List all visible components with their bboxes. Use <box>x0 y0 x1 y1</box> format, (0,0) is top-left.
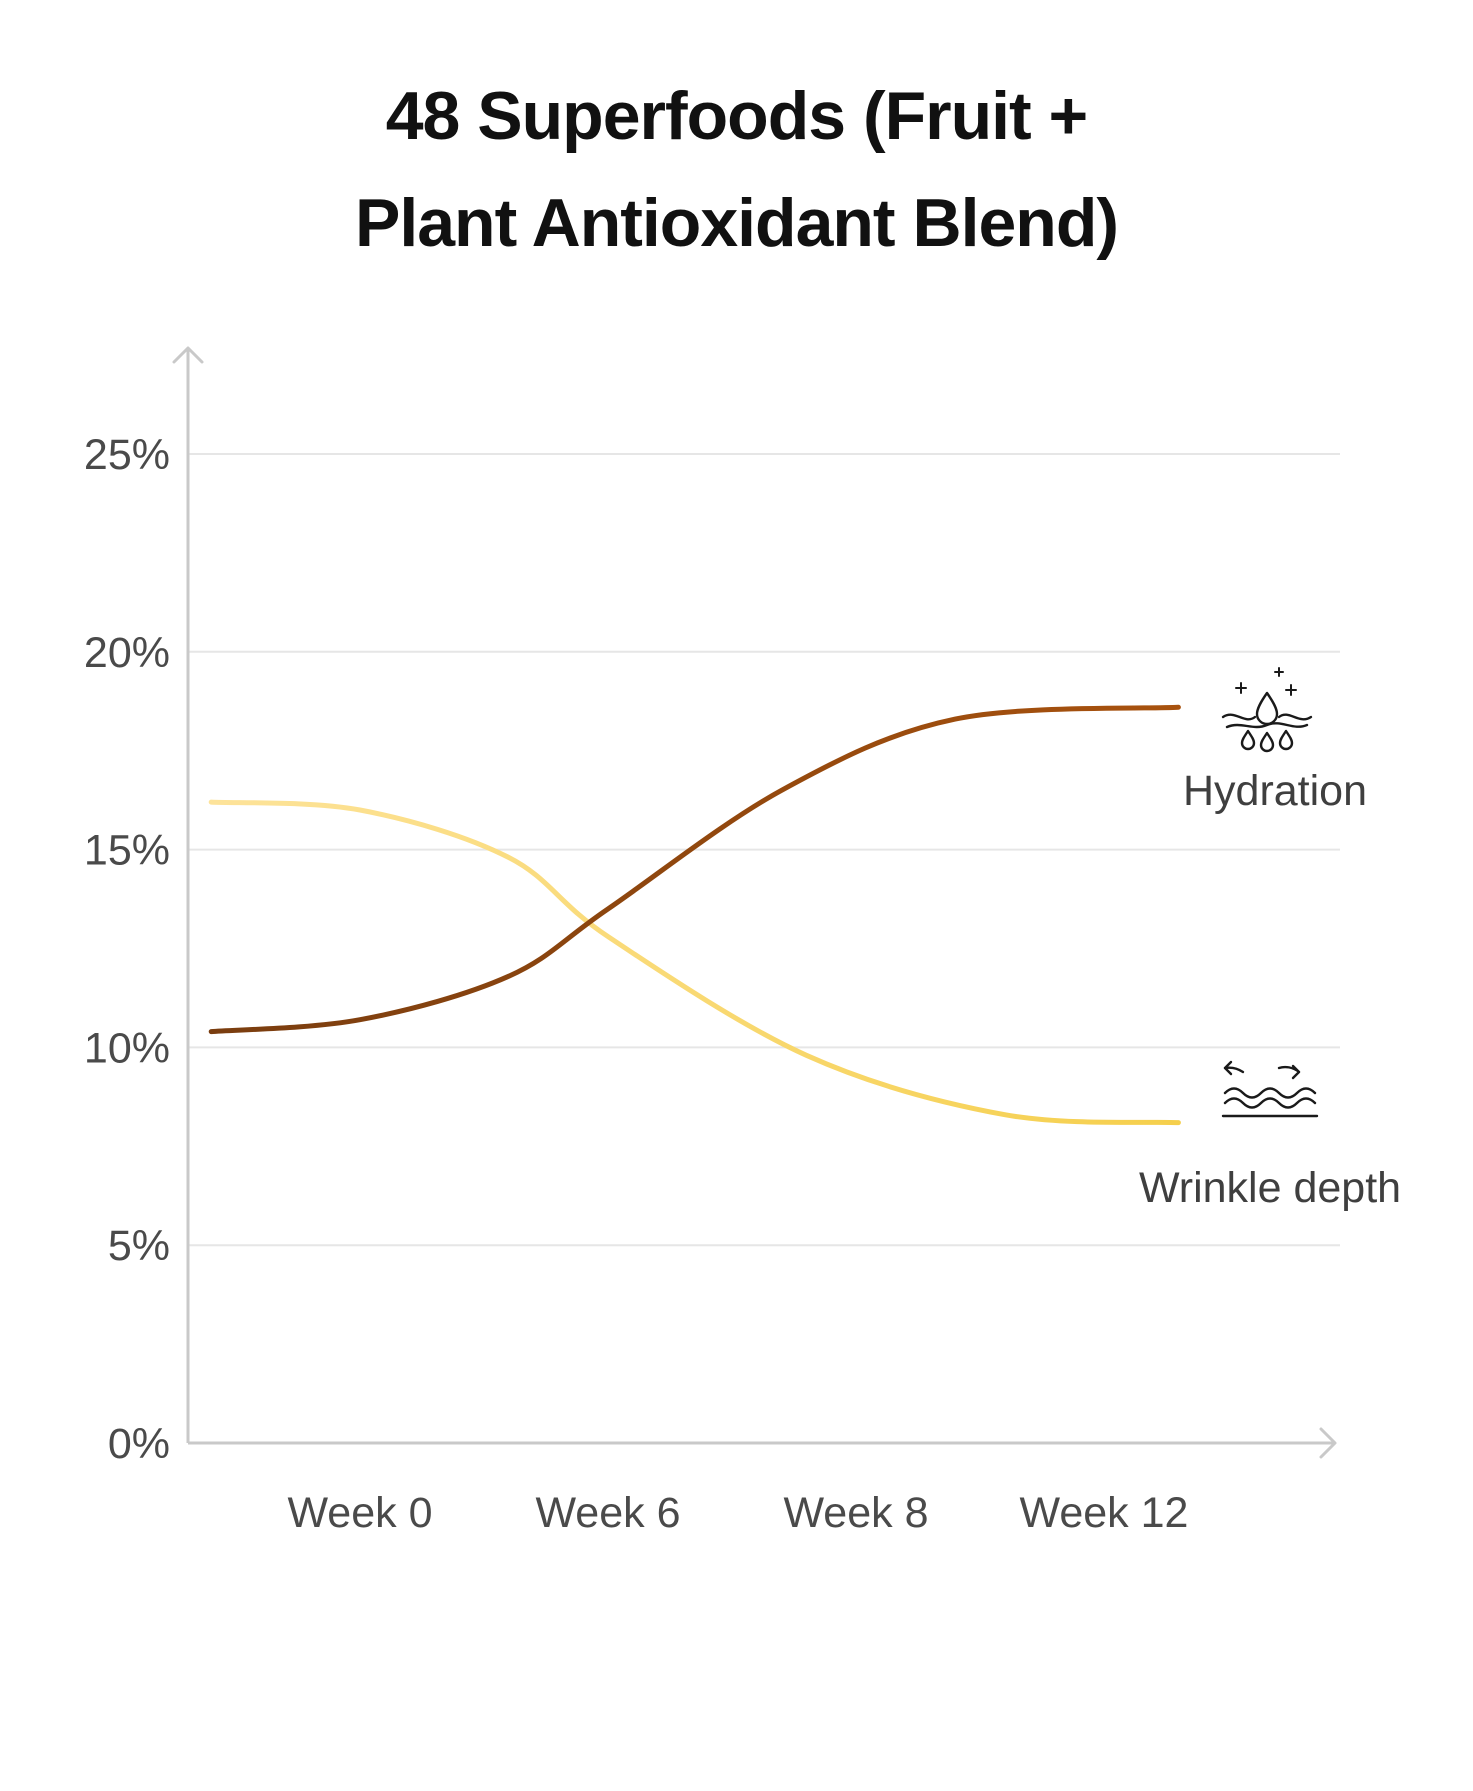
x-tick-label: Week 8 <box>784 1489 929 1537</box>
y-tick-label: 20% <box>84 629 170 677</box>
series-line-wrinkle-depth <box>208 799 1181 1126</box>
x-tick-label: Week 6 <box>536 1489 681 1537</box>
y-tick-label: 0% <box>108 1420 170 1468</box>
series-label-wrinkle-depth: Wrinkle depth <box>1139 1164 1401 1212</box>
y-tick-label: 10% <box>84 1024 170 1072</box>
hydration-drops-icon <box>1221 667 1313 753</box>
chart-title-line-2: Plant Antioxidant Blend) <box>354 185 1119 261</box>
chart-title-line-1: 48 Superfoods (Fruit + <box>385 78 1089 154</box>
y-axis-ticks: 0% 5% 10% 15% 20% 25% <box>84 431 170 1468</box>
series-line-hydration <box>208 704 1181 1035</box>
x-tick-label: Week 0 <box>288 1489 433 1537</box>
gridlines <box>188 453 1340 1247</box>
x-axis-arrow-icon <box>1319 1427 1337 1459</box>
series-lines <box>208 704 1181 1126</box>
wrinkle-depth-icon <box>1221 1060 1319 1118</box>
y-tick-label: 25% <box>84 431 170 479</box>
x-tick-label: Week 12 <box>1020 1489 1189 1537</box>
y-tick-label: 15% <box>84 827 170 875</box>
y-axis-arrow-icon <box>172 346 204 364</box>
y-tick-label: 5% <box>108 1222 170 1270</box>
x-axis-ticks: Week 0 Week 6 Week 8 Week 12 <box>288 1489 1189 1537</box>
axes <box>172 346 1337 1459</box>
series-label-hydration: Hydration <box>1183 767 1367 815</box>
